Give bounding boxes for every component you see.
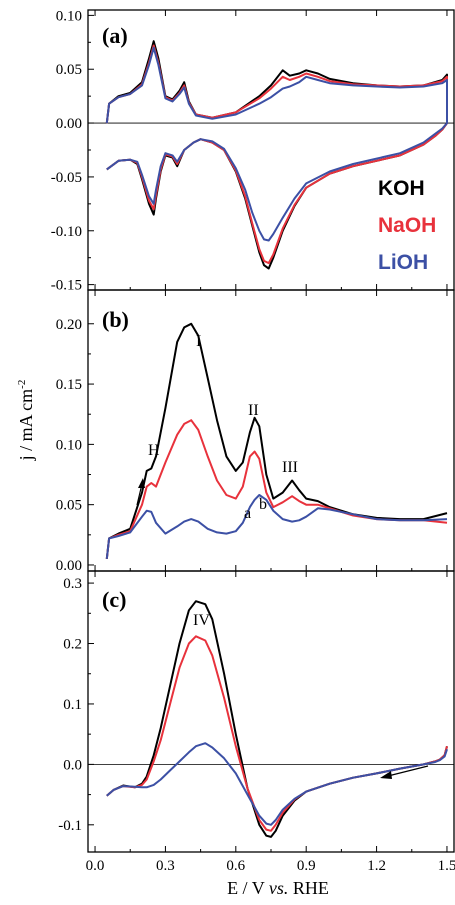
x-tick-label: 0.9 <box>297 858 316 874</box>
scan-arrow-left <box>380 765 429 779</box>
series-naoh-b <box>105 419 448 560</box>
series-lioh-c <box>106 742 448 826</box>
peak-label-iii: III <box>282 459 298 476</box>
peak-label-iv: IV <box>193 612 210 629</box>
y-tick-label-a: -0.10 <box>51 224 82 240</box>
y-tick-label-c: 0.3 <box>63 576 82 592</box>
y-tick-label-c: 0.1 <box>63 697 82 713</box>
plot-frame-b <box>87 289 455 572</box>
y-tick-label-b: 0.10 <box>56 437 82 453</box>
x-tick-label: 1.2 <box>367 858 386 874</box>
peak-label-h: H <box>148 442 160 459</box>
scan-arrow-up <box>136 478 145 506</box>
plot-frame-c <box>87 570 455 853</box>
peak-label-i: I <box>196 333 201 350</box>
series-koh-c <box>106 600 448 838</box>
plot-frame-a <box>87 9 455 291</box>
y-tick-label-a: -0.05 <box>51 170 82 186</box>
y-tick-label-a: 0.10 <box>56 8 82 24</box>
legend-koh: KOH <box>378 177 425 200</box>
y-tick-label-b: 0.00 <box>56 558 82 574</box>
peak-label-ii: II <box>248 402 259 419</box>
x-tick-label: 0.6 <box>226 858 245 874</box>
y-tick-label-a: 0.00 <box>56 116 82 132</box>
series-koh-b <box>105 322 448 560</box>
series-naoh-c <box>106 635 448 832</box>
y-tick-label-a: -0.15 <box>51 278 82 294</box>
legend-naoh: NaOH <box>378 214 436 237</box>
y-axis-title: j / mA cm-2 <box>16 380 36 462</box>
peak-label-b-sub: b <box>259 496 267 513</box>
panel-c: 0.3 0.2 0.1 0.0 -0.1 0.0 0.3 0.6 0.9 1.2 1.5 <box>58 570 455 874</box>
panel-label-c: (c) <box>102 587 126 612</box>
y-tick-label-c: 0.0 <box>63 757 82 773</box>
panel-b: 0.20 0.15 0.10 0.05 0.00 <box>56 289 455 574</box>
peak-label-a-sub: a <box>244 505 251 522</box>
y-tick-label-a: 0.05 <box>56 62 82 78</box>
x-tick-label: 0.0 <box>86 858 105 874</box>
panel-label-a: (a) <box>102 23 128 48</box>
y-tick-label-b: 0.20 <box>56 317 82 333</box>
x-axis-title: E / V vs. RHE <box>227 878 329 898</box>
y-tick-label-b: 0.05 <box>56 498 82 514</box>
y-tick-label-b: 0.15 <box>56 377 82 393</box>
series-lioh-b <box>105 494 448 560</box>
legend-lioh: LiOH <box>378 251 428 274</box>
series-naoh-a <box>105 44 448 265</box>
x-tick-label: 1.5 <box>438 858 455 874</box>
y-tick-label-c: 0.2 <box>63 637 82 653</box>
x-tick-label: 0.3 <box>156 858 175 874</box>
y-tick-label-c: -0.1 <box>58 818 82 834</box>
panel-label-b: (b) <box>102 307 129 332</box>
series-lioh-a <box>105 46 448 242</box>
